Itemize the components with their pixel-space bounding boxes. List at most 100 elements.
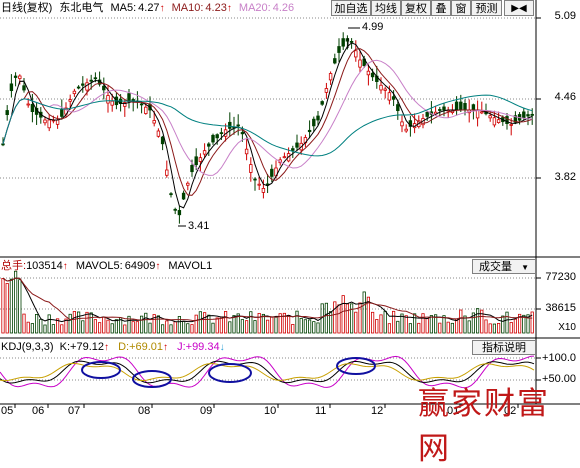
volume-bar [303,319,308,334]
candle-body [307,129,312,133]
window-button[interactable]: 窗 [451,0,471,16]
candle-body [387,92,392,101]
kdj-k-up-arrow-icon: ↑ [104,342,109,353]
rights-adjust-button[interactable]: 复权 [401,0,431,16]
candle-body [60,109,64,117]
volume-bar [421,313,425,334]
candle-body [43,119,47,124]
volume-bar [417,322,421,334]
candle-body [131,99,135,101]
volume-axis-high: 77230 [545,271,576,283]
candle-body [190,165,194,173]
candle-body [438,109,442,111]
volume-bar [354,311,358,334]
volume-bar [253,320,257,334]
volume-bar [202,312,207,334]
x-axis-label: 10 [264,405,277,417]
scroll-arrows-icon[interactable]: ▶◀ [504,0,534,16]
annotation-high: 4.99 [362,21,384,33]
indicator-selector[interactable]: 成交量 ▼ [472,259,536,274]
candle-body [169,193,173,196]
indicator-selector-label: 成交量 [479,261,512,273]
volume-bar [249,311,253,334]
candle-body [215,134,219,139]
volume-bar [160,324,165,334]
price-header: 日线(复权) 东北电气 MA5: 4.27↑ MA10: 4.23↑ MA20: 4.… [1,1,294,16]
indicator-help-button[interactable]: 指标说明 [472,340,536,355]
candle-body [181,192,186,200]
volume-bar [123,324,127,334]
volume-bar [362,291,366,334]
volume-bar [425,318,429,334]
candle-body [139,103,144,106]
kdj-j-value: +99.34 [185,341,220,353]
candle-body [5,110,9,115]
volume-bar [236,313,240,334]
candle-body [177,210,182,216]
volume-bar [211,322,215,334]
volume-bar [345,303,350,334]
volume-bar [513,318,518,334]
volume-bar [81,320,85,334]
volume-bar [22,313,26,334]
ma-line-button[interactable]: 均线 [371,0,401,16]
volume-bar [228,321,232,334]
annotation-low: 3.41 [188,220,210,232]
volume-bar [156,315,160,334]
candle-body [93,77,98,80]
highlight-ellipse [336,357,376,375]
candle-body [81,83,85,86]
ma5-line [2,42,533,209]
volume-bar [207,314,211,334]
candle-body [370,72,375,78]
volume-bar [522,314,526,334]
candle-body [47,119,51,129]
volume-bar [68,313,72,334]
candle-body [198,157,203,162]
candle-body [328,73,333,81]
overlay-button[interactable]: 叠 [431,0,451,16]
mavol1-label: MAVOL1 [168,260,213,272]
candle-body [9,83,14,92]
candle-body [106,95,110,104]
candle-body [459,101,463,111]
volume-bar [152,314,156,334]
kdj-k-line [0,360,535,384]
volume-bar [215,317,219,334]
ma10-up-arrow-icon: ↑ [226,3,232,14]
volume-bar [400,313,404,334]
volume-bar [219,316,223,334]
add-watchlist-button[interactable]: 加自选 [331,0,371,16]
volume-bar [60,324,64,334]
kdj-j-down-arrow-icon: ↓ [219,342,225,353]
volume-bar [72,311,76,334]
volume-bar [333,301,337,334]
volume-bar [165,320,169,334]
candle-body [526,114,530,117]
candle-body [244,148,249,155]
kdj-title: KDJ(9,3,3) [1,341,54,353]
candle-body [55,119,60,125]
kdj-axis-high: +100.0 [542,352,576,364]
candle-body [496,119,501,123]
stock-chart[interactable] [0,0,580,422]
candle-body [341,38,345,47]
x-axis-label: 12 [371,405,384,417]
volume-bar [114,319,118,334]
volume-bar [299,318,303,334]
candle-body [265,183,270,186]
candle-body [509,124,513,126]
highlight-ellipse [81,361,121,379]
candle-body [110,100,114,106]
candle-body [253,178,257,181]
kdj-d-label: D: [118,341,130,353]
volume-bar [5,283,9,334]
volume-bar [396,320,400,334]
candle-body [207,143,211,147]
kdj-header: KDJ(9,3,3) K:+79.12↑ D:+69.01↑ J:+99.34↓ [1,340,225,355]
candle-body [513,115,518,123]
forecast-button[interactable]: 预测 [471,0,502,16]
volume-bar [375,319,379,334]
kdj-d-line [0,362,535,382]
volume-bar [282,312,287,334]
